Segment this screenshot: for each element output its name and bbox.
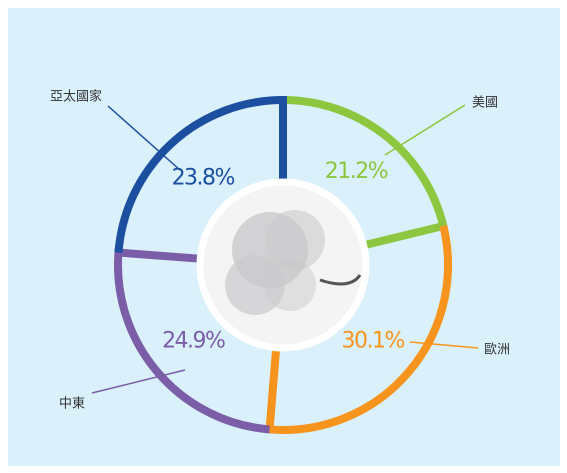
leader-line [91,369,186,394]
value-label: 30.1% [342,329,405,354]
segment [265,225,452,434]
segment [114,95,287,253]
segment [114,248,270,434]
donut [114,95,452,434]
value-label: 23.8% [172,165,235,190]
center-flower [225,210,362,315]
category-label: 亞太國家 [50,89,102,105]
value-label: 21.2% [325,159,388,184]
category-label: 中東 [59,396,85,412]
leader-line [384,104,466,156]
value-label: 24.9% [162,329,225,354]
segment [282,96,449,250]
category-label: 美國 [472,96,498,111]
leader-line [107,105,181,171]
leader-line [409,341,479,349]
category-label: 歐洲 [484,343,510,358]
